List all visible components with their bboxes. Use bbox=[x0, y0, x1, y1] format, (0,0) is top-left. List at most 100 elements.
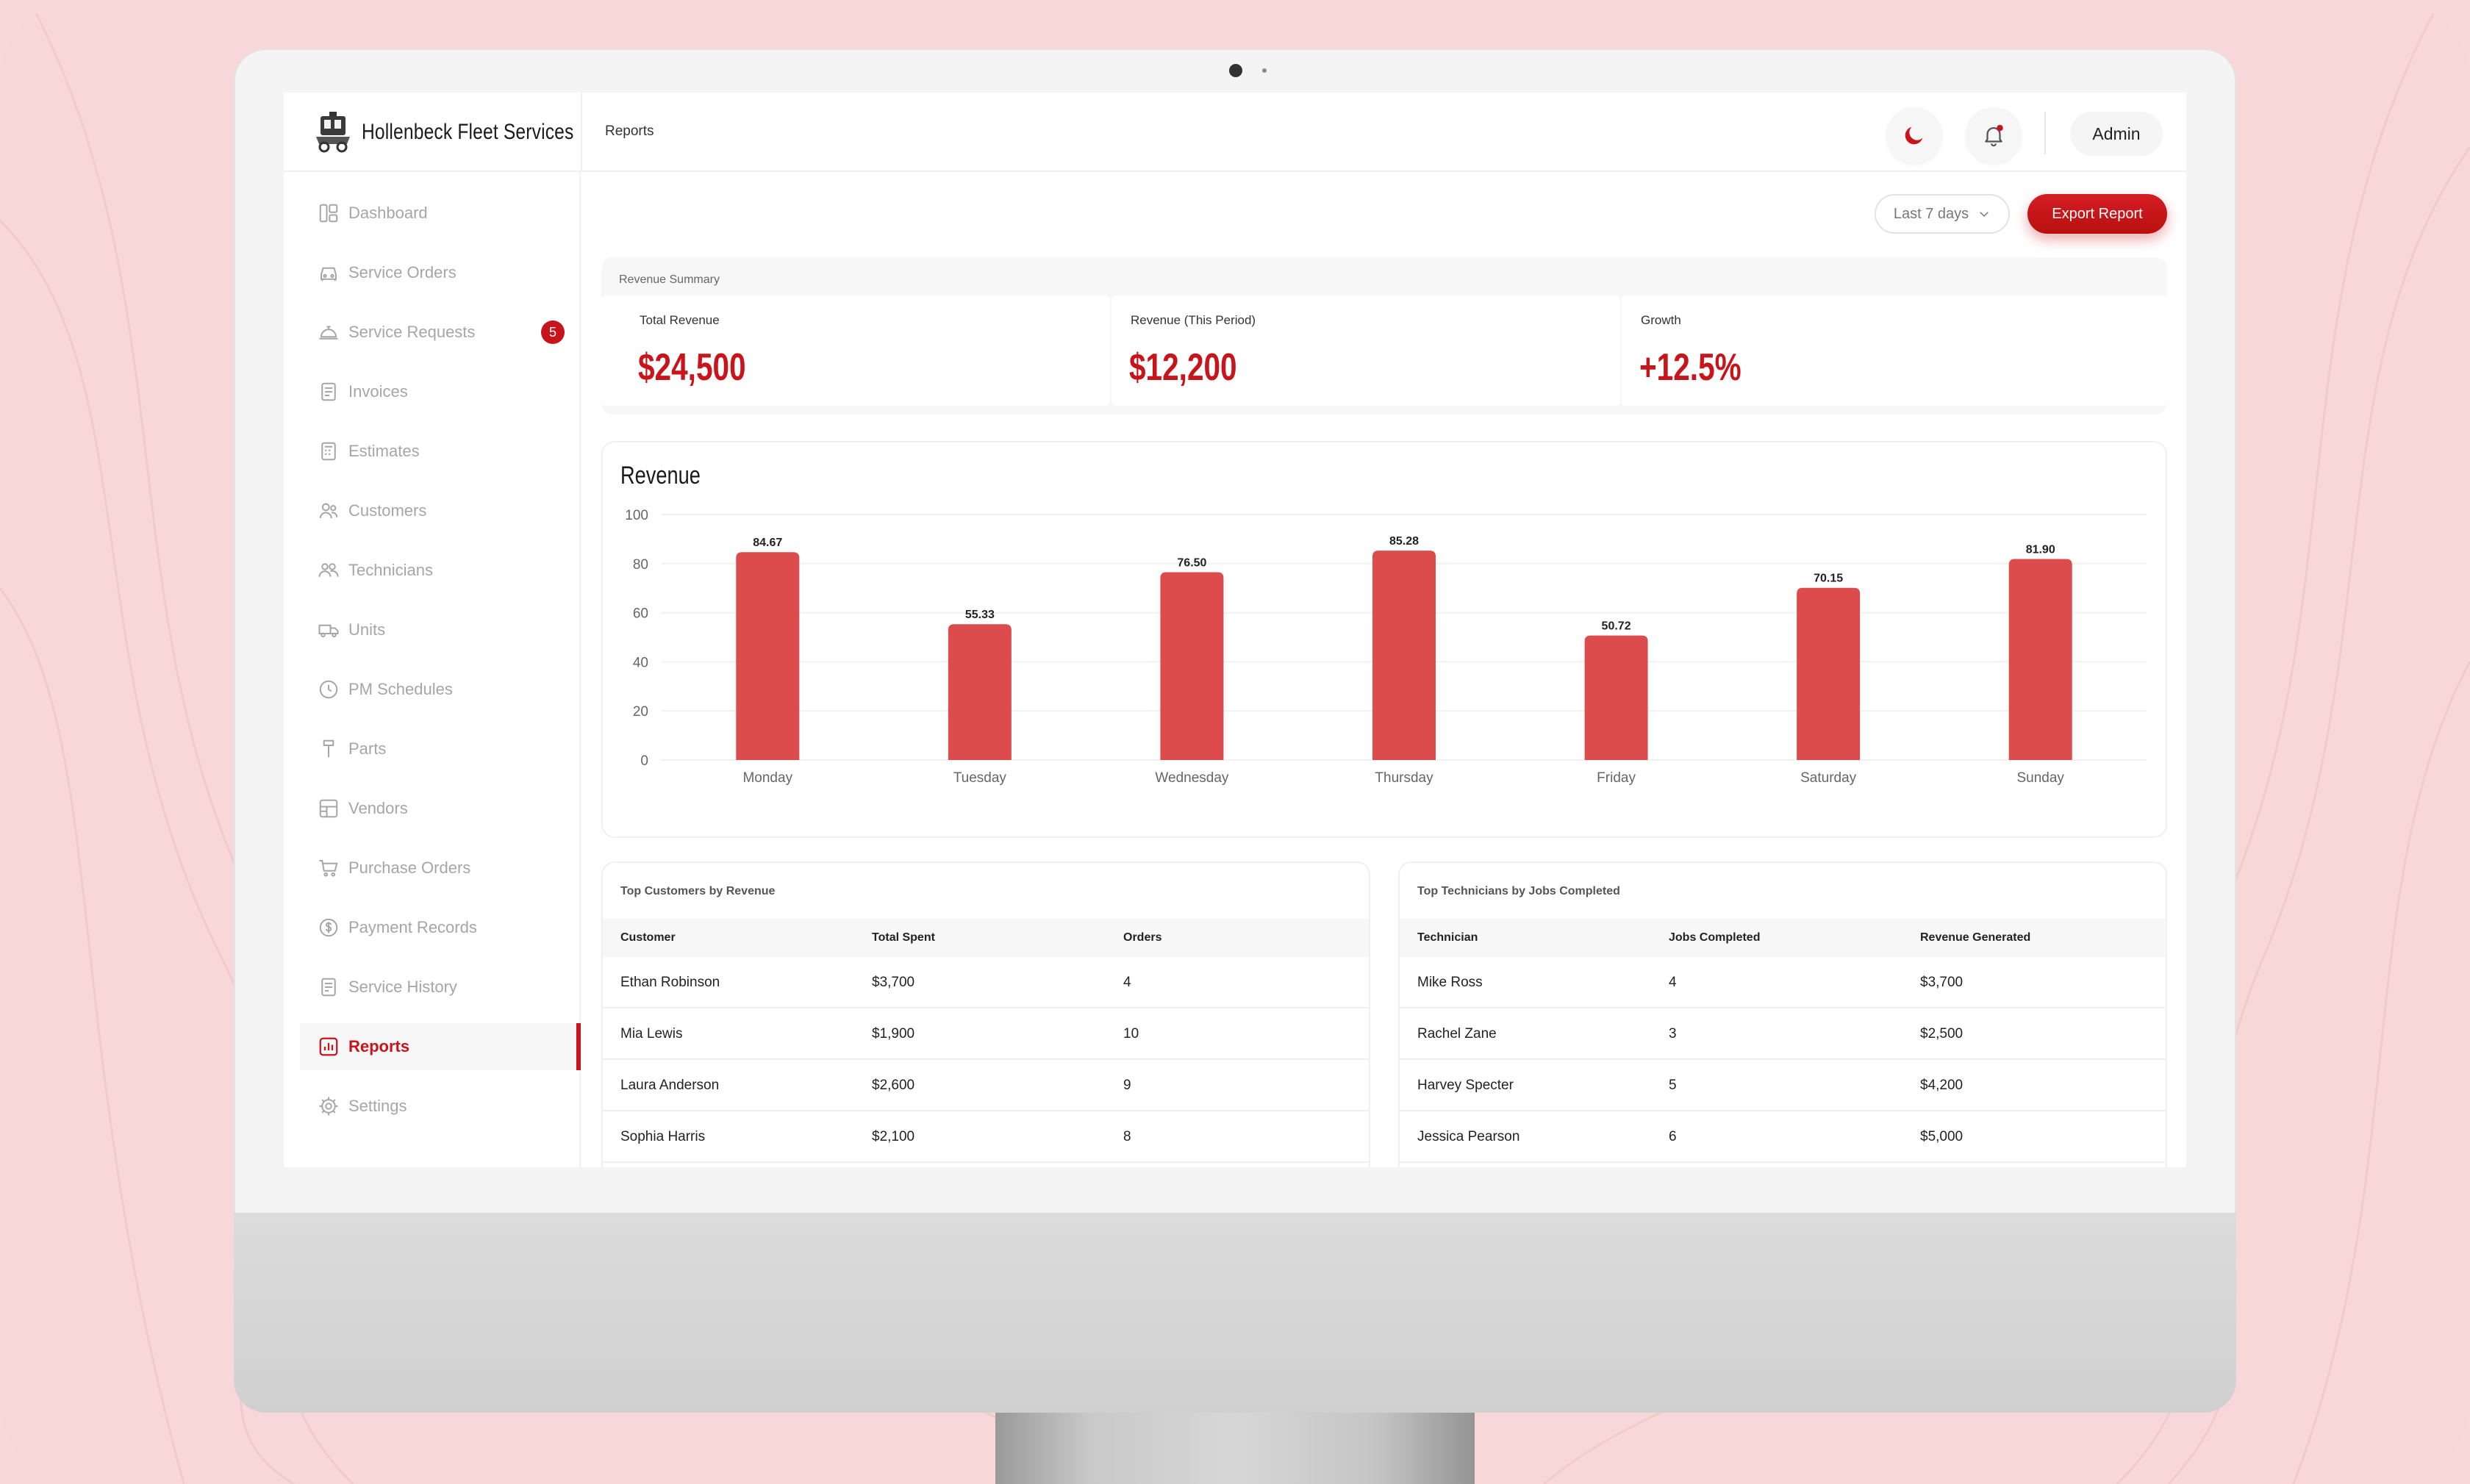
date-range-select[interactable]: Last 7 days bbox=[1875, 194, 2010, 234]
customer-name: Mia Lewis bbox=[620, 1026, 683, 1042]
service-requests-badge: 5 bbox=[541, 320, 565, 344]
jobs-completed: 3 bbox=[1669, 1026, 1677, 1042]
data-label: 84.67 bbox=[753, 537, 782, 549]
column-header: Customer bbox=[620, 931, 676, 944]
kpi-growth: Growth +12.5% bbox=[1622, 295, 2167, 406]
data-label: 50.72 bbox=[1602, 620, 1631, 633]
table-row[interactable]: Sophia Harris $2,100 8 bbox=[603, 1111, 1369, 1163]
revenue-generated: $4,200 bbox=[1920, 1078, 1964, 1093]
bar-wednesday bbox=[1160, 572, 1224, 760]
sidebar-item-service-history[interactable]: Service History bbox=[300, 964, 581, 1011]
table-row[interactable]: Ethan Robinson $3,700 4 bbox=[603, 957, 1369, 1008]
sidebar-item-label: PM Schedules bbox=[348, 680, 453, 698]
sidebar-item-dashboard[interactable]: Dashboard bbox=[300, 190, 581, 237]
theme-toggle-button[interactable] bbox=[1886, 107, 1942, 163]
sidebar-item-vendors[interactable]: Vendors bbox=[300, 785, 581, 832]
orders-count: 9 bbox=[1123, 1078, 1131, 1093]
sidebar-item-service-requests[interactable]: Service Requests 5 bbox=[300, 309, 581, 356]
bar-monday bbox=[736, 552, 800, 760]
data-label: 70.15 bbox=[1814, 573, 1843, 585]
table-row[interactable]: Laura Anderson $2,600 9 bbox=[603, 1060, 1369, 1111]
sidebar-item-service-orders[interactable]: Service Orders bbox=[300, 249, 581, 296]
bar-friday bbox=[1584, 635, 1648, 760]
sidebar-item-label: Settings bbox=[348, 1097, 407, 1115]
app-name: Hollenbeck Fleet Services bbox=[362, 120, 574, 144]
table-row[interactable]: Mike Ross 4 $3,700 bbox=[1400, 957, 2166, 1008]
revenue-generated: $2,500 bbox=[1920, 1026, 1964, 1042]
data-label: 85.28 bbox=[1389, 535, 1419, 548]
sidebar-item-label: Customers bbox=[348, 501, 427, 520]
y-tick-label: 80 bbox=[633, 557, 648, 573]
export-report-button[interactable]: Export Report bbox=[2027, 194, 2167, 234]
y-tick-label: 40 bbox=[633, 655, 648, 670]
kpi-value: $12,200 bbox=[1129, 346, 1237, 389]
store-icon bbox=[319, 799, 338, 818]
x-tick-label: Friday bbox=[1597, 770, 1636, 786]
customer-name: Sophia Harris bbox=[620, 1129, 706, 1144]
date-range-value: Last 7 days bbox=[1893, 205, 1969, 222]
dashboard-icon bbox=[319, 204, 338, 223]
sidebar-item-label: Payment Records bbox=[348, 918, 477, 936]
top-technicians-title: Top Technicians by Jobs Completed bbox=[1417, 885, 1620, 897]
sidebar-item-technicians[interactable]: Technicians bbox=[300, 547, 581, 594]
sidebar-item-customers[interactable]: Customers bbox=[300, 487, 581, 534]
kpi-label: Growth bbox=[1641, 313, 1681, 327]
kpi-value: $24,500 bbox=[638, 346, 746, 389]
app-screen: Hollenbeck Fleet Services Reports Admin … bbox=[284, 93, 2186, 1167]
column-header: Technician bbox=[1417, 931, 1478, 944]
sidebar-item-payment-records[interactable]: Payment Records bbox=[300, 904, 581, 951]
technicians-icon bbox=[318, 563, 339, 577]
table-row[interactable]: Harvey Specter 5 $4,200 bbox=[1400, 1060, 2166, 1111]
bell-service-icon bbox=[319, 326, 338, 340]
sidebar-item-label: Dashboard bbox=[348, 204, 428, 222]
payment-icon bbox=[319, 918, 338, 937]
sidebar-item-label: Purchase Orders bbox=[348, 859, 471, 877]
notifications-button[interactable] bbox=[1966, 107, 2022, 163]
sidebar-item-reports[interactable]: Reports bbox=[300, 1023, 581, 1070]
table-row[interactable]: Jessica Pearson 6 $5,000 bbox=[1400, 1111, 2166, 1163]
x-tick-label: Thursday bbox=[1375, 770, 1433, 786]
orders-count: 4 bbox=[1123, 975, 1131, 990]
column-header: Orders bbox=[1123, 931, 1162, 944]
car-icon bbox=[321, 267, 337, 282]
sidebar-item-units[interactable]: Units bbox=[300, 606, 581, 653]
history-icon bbox=[321, 978, 336, 997]
sidebar-item-estimates[interactable]: Estimates bbox=[300, 428, 581, 475]
sidebar-item-settings[interactable]: Settings bbox=[300, 1083, 581, 1130]
total-spent: $3,700 bbox=[872, 975, 915, 990]
kpi-total-revenue: Total Revenue $24,500 bbox=[601, 295, 1110, 406]
invoice-icon bbox=[321, 382, 336, 401]
user-menu-button[interactable]: Admin bbox=[2070, 112, 2163, 156]
sidebar-item-label: Vendors bbox=[348, 799, 408, 817]
y-tick-label: 100 bbox=[625, 508, 648, 523]
sidebar-item-invoices[interactable]: Invoices bbox=[300, 368, 581, 415]
orders-count: 8 bbox=[1123, 1129, 1131, 1144]
customer-name: Laura Anderson bbox=[620, 1078, 720, 1093]
sidebar-item-label: Units bbox=[348, 620, 386, 639]
chevron-down-icon bbox=[1980, 212, 1988, 218]
estimate-icon bbox=[321, 442, 336, 461]
technician-name: Rachel Zane bbox=[1417, 1026, 1497, 1042]
data-label: 76.50 bbox=[1177, 556, 1206, 569]
column-header: Jobs Completed bbox=[1669, 931, 1761, 944]
table-row[interactable]: Mia Lewis $1,900 10 bbox=[603, 1008, 1369, 1060]
jobs-completed: 5 bbox=[1669, 1078, 1677, 1093]
x-tick-label: Saturday bbox=[1800, 770, 1857, 786]
column-header: Revenue Generated bbox=[1920, 931, 2031, 944]
jobs-completed: 4 bbox=[1669, 975, 1677, 990]
table-row[interactable]: Rachel Zane 3 $2,500 bbox=[1400, 1008, 2166, 1060]
sidebar-item-pm-schedules[interactable]: PM Schedules bbox=[300, 666, 581, 713]
revenue-chart-card: Revenue 0 20 40 60 80 100 84.67 Monday 55.33 Tues… bbox=[601, 441, 2167, 838]
sidebar-item-parts[interactable]: Parts bbox=[300, 725, 581, 773]
total-spent: $1,900 bbox=[872, 1026, 915, 1042]
kpi-label: Total Revenue bbox=[640, 313, 720, 327]
x-tick-label: Tuesday bbox=[953, 770, 1007, 786]
sidebar-item-label: Reports bbox=[348, 1037, 410, 1055]
sidebar-item-purchase-orders[interactable]: Purchase Orders bbox=[300, 845, 581, 892]
technician-name: Harvey Specter bbox=[1417, 1078, 1514, 1093]
customer-name: Ethan Robinson bbox=[620, 975, 720, 990]
technician-name: Mike Ross bbox=[1417, 975, 1483, 990]
x-tick-label: Wednesday bbox=[1155, 770, 1228, 786]
brand[interactable]: Hollenbeck Fleet Services bbox=[315, 110, 620, 154]
revenue-summary-caption: Revenue Summary bbox=[619, 273, 720, 286]
